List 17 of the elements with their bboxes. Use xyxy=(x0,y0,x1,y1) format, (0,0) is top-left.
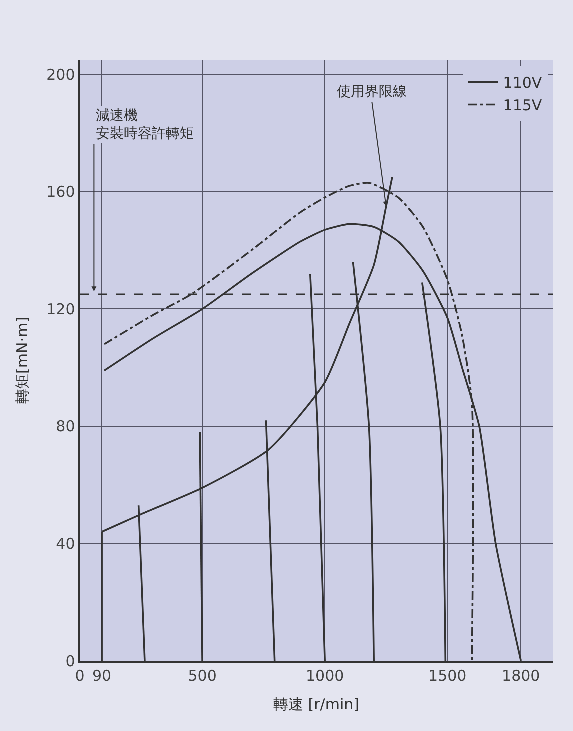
x-tick-label: 500 xyxy=(188,666,217,685)
y-tick-label: 120 xyxy=(46,300,76,318)
x-tick-label: 1800 xyxy=(502,666,540,685)
x-tick-label: 90 xyxy=(92,666,112,685)
y-axis-title: 轉矩[mN·m] xyxy=(13,317,32,404)
ref-line-label: 減速機安裝時容許轉矩 xyxy=(96,108,194,142)
y-tick-label: 200 xyxy=(46,66,76,84)
legend-label: 110V xyxy=(503,74,543,92)
x-axis-title: 轉速 [r/min] xyxy=(274,695,360,714)
x-tick-label: 1000 xyxy=(306,666,344,685)
y-tick-label: 40 xyxy=(56,534,76,553)
x-tick-label: 1500 xyxy=(428,666,467,685)
y-tick-label: 80 xyxy=(56,418,76,436)
legend-label: 115V xyxy=(503,96,543,115)
annotation: 使用界限線 xyxy=(337,84,407,100)
y-tick-label: 160 xyxy=(46,183,76,202)
y-tick-label: 0 xyxy=(66,652,76,670)
